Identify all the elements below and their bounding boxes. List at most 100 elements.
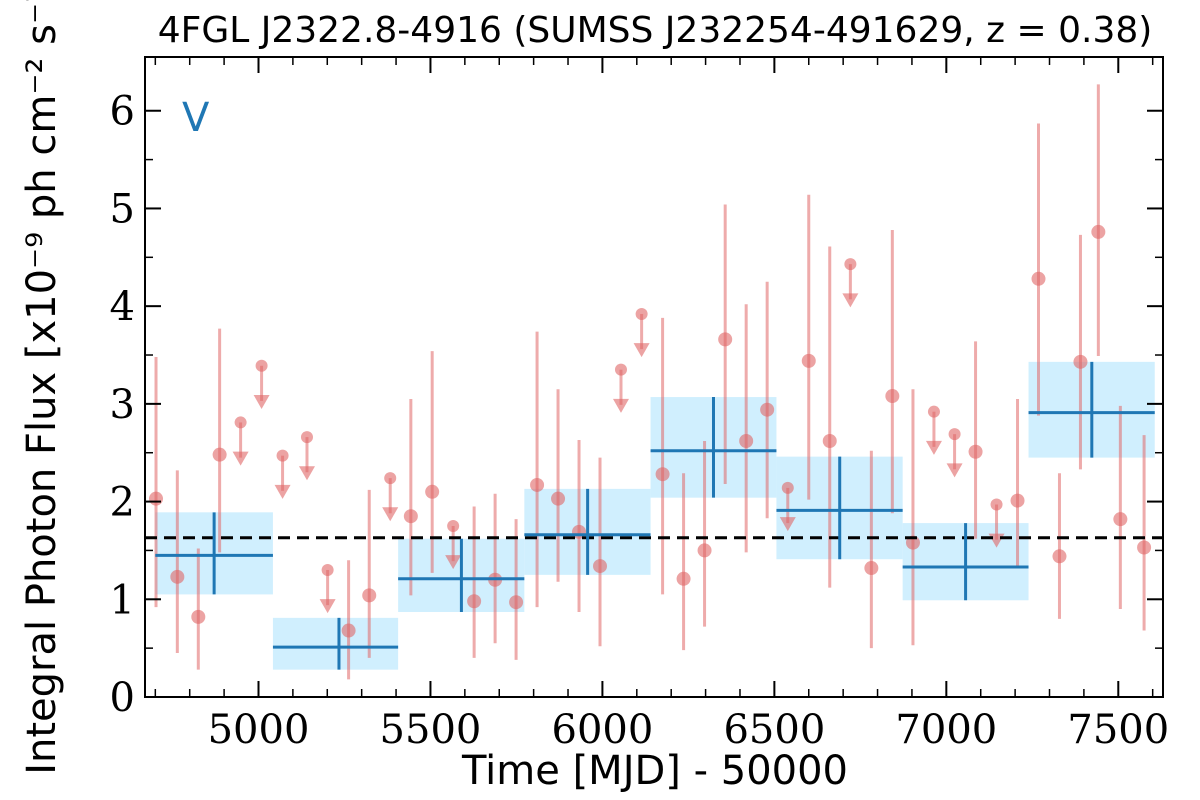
bin-error-box [272, 617, 399, 670]
detection-marker [655, 467, 670, 482]
upper-limit-point [925, 405, 942, 455]
y-tick-label: 2 [110, 480, 135, 526]
y-tick-label: 1 [110, 577, 135, 623]
x-tick-label: 6500 [723, 707, 825, 753]
bin-cross [272, 617, 399, 670]
upper-limit-point [232, 416, 249, 466]
bin-cross [1028, 361, 1155, 458]
detection-point [551, 389, 566, 582]
detection-marker [1073, 354, 1088, 369]
x-tick-label: 5000 [208, 707, 310, 753]
detection-marker [968, 444, 983, 459]
upper-limit-marker [990, 498, 1003, 511]
detection-point [362, 489, 377, 658]
detection-marker [1137, 540, 1152, 555]
detection-point [822, 246, 837, 588]
upper-limit-arrow [232, 451, 249, 466]
upper-limit-point [298, 431, 315, 481]
detection-point [760, 281, 775, 519]
detection-point [1113, 405, 1128, 610]
detection-marker [1113, 512, 1128, 527]
detection-marker [403, 509, 418, 524]
detection-marker [822, 434, 837, 448]
detection-marker [191, 609, 206, 624]
detection-point [530, 331, 545, 608]
detection-point [905, 389, 920, 646]
detection-marker [509, 595, 524, 610]
upper-limit-arrow [779, 517, 796, 532]
detection-point [697, 441, 712, 627]
y-axis-label: Integral Photon Flux [x10⁻⁹ ph cm⁻² s⁻¹] [19, 0, 65, 775]
detection-marker [718, 332, 733, 347]
upper-limit-point [382, 472, 399, 522]
bin-cross [776, 456, 903, 560]
upper-limit-point [319, 563, 336, 614]
detection-point [739, 304, 754, 553]
detection-point [1073, 234, 1088, 470]
detection-marker [697, 543, 712, 558]
detection-marker [362, 588, 377, 603]
upper-limit-arrow [842, 293, 859, 308]
upper-limit-arrow [612, 398, 629, 413]
x-tick-label: 5500 [380, 707, 482, 753]
chart-title: 4FGL J2322.8-4916 (SUMSS J232254-491629,… [158, 10, 1153, 51]
detection-point [467, 506, 482, 658]
detection-point [801, 194, 816, 500]
plot-area: 5000 5500 6000 6500 7000 7500 0 1 2 3 4 5 6 [110, 56, 1169, 753]
upper-limit-marker [234, 416, 247, 429]
detection-marker [467, 594, 482, 609]
bin-cross [155, 512, 273, 595]
y-tick-label: 5 [110, 186, 135, 232]
detection-marker [801, 353, 816, 368]
upper-limit-arrow [925, 440, 942, 455]
detection-marker [551, 491, 566, 506]
y-tick-label: 0 [110, 675, 135, 721]
detection-marker [149, 491, 164, 506]
upper-limit-marker [447, 520, 460, 533]
upper-limit-marker [300, 431, 313, 444]
detection-point [864, 450, 879, 649]
detection-point [885, 229, 900, 514]
detection-marker [1091, 224, 1106, 239]
detection-marker [864, 561, 879, 576]
detection-marker [1010, 493, 1025, 508]
upper-limit-arrow [382, 507, 399, 522]
upper-limit-point [946, 428, 963, 478]
upper-limit-arrow [274, 484, 291, 499]
y-tick-label: 4 [110, 284, 135, 330]
detection-point [1052, 473, 1067, 619]
bin-cross [902, 523, 1029, 601]
detection-marker [676, 571, 691, 586]
detection-point [655, 317, 670, 595]
y-tick-label: 3 [110, 382, 135, 428]
detection-point [1137, 435, 1152, 631]
bin-cross [524, 488, 651, 575]
upper-limit-point [633, 307, 650, 358]
upper-limit-marker [781, 481, 794, 494]
detection-marker [739, 434, 754, 448]
detection-marker [170, 569, 185, 584]
upper-limit-marker [255, 359, 268, 372]
detection-point [509, 519, 524, 660]
upper-limit-marker [321, 563, 334, 576]
detection-marker [1052, 549, 1067, 564]
detection-marker [341, 623, 356, 638]
panel-label: V [182, 95, 210, 141]
x-axis-label: Time [MJD] - 50000 [461, 748, 848, 794]
detection-point [341, 560, 356, 680]
x-tick-label: 6000 [552, 707, 654, 753]
detection-marker [425, 484, 440, 499]
detection-marker [212, 447, 227, 462]
upper-limit-marker [927, 405, 940, 418]
detection-point [170, 470, 185, 654]
upper-limit-point [779, 481, 796, 532]
upper-limit-point [274, 449, 291, 499]
detection-point [593, 457, 608, 647]
upper-limit-point [445, 520, 462, 570]
detection-marker [530, 477, 545, 492]
upper-limit-marker [614, 363, 627, 376]
upper-limit-arrow [946, 463, 963, 478]
detection-point [1010, 398, 1025, 567]
y-tick-label: 6 [110, 89, 135, 135]
